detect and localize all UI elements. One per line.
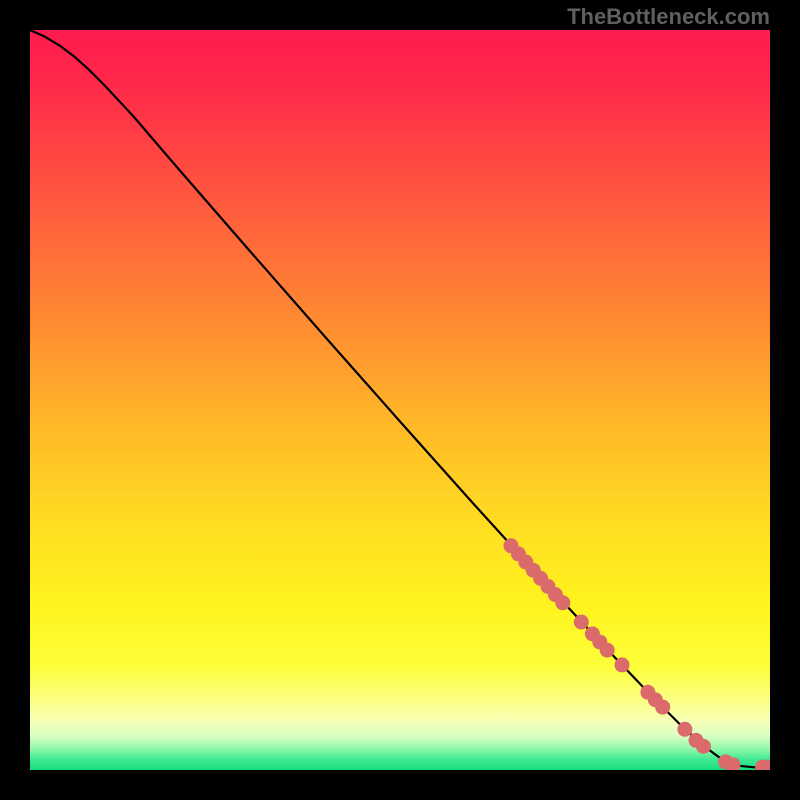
gradient-background (30, 30, 770, 770)
data-marker (555, 595, 570, 610)
data-marker (600, 643, 615, 658)
data-marker (696, 739, 711, 754)
chart-svg (30, 30, 770, 770)
data-marker (615, 657, 630, 672)
plot-area (30, 30, 770, 770)
watermark-text: TheBottleneck.com (567, 4, 770, 30)
stage: TheBottleneck.com (0, 0, 800, 800)
data-marker (655, 700, 670, 715)
data-marker (574, 615, 589, 630)
data-marker (677, 722, 692, 737)
